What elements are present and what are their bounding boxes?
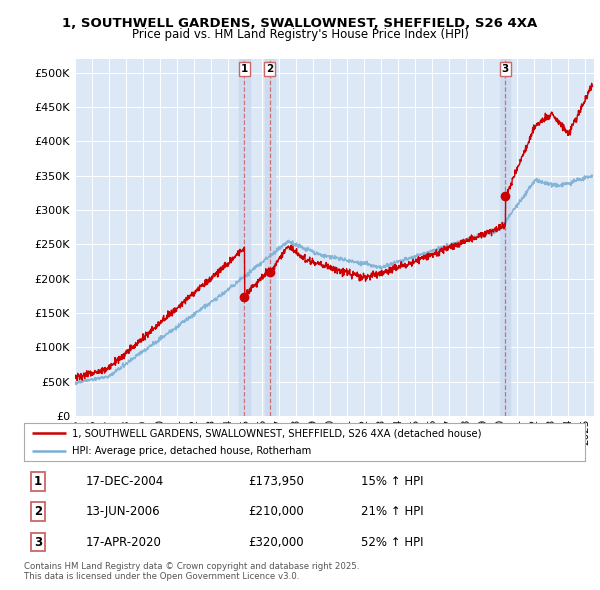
Text: Contains HM Land Registry data © Crown copyright and database right 2025.
This d: Contains HM Land Registry data © Crown c… — [24, 562, 359, 581]
Text: £210,000: £210,000 — [248, 505, 304, 519]
Text: 52% ↑ HPI: 52% ↑ HPI — [361, 536, 423, 549]
Text: 3: 3 — [502, 64, 509, 74]
Text: 1, SOUTHWELL GARDENS, SWALLOWNEST, SHEFFIELD, S26 4XA: 1, SOUTHWELL GARDENS, SWALLOWNEST, SHEFF… — [62, 17, 538, 30]
Text: 3: 3 — [34, 536, 42, 549]
Text: Price paid vs. HM Land Registry's House Price Index (HPI): Price paid vs. HM Land Registry's House … — [131, 28, 469, 41]
Text: 2: 2 — [266, 64, 274, 74]
Bar — [239, 59, 250, 416]
Text: 1, SOUTHWELL GARDENS, SWALLOWNEST, SHEFFIELD, S26 4XA (detached house): 1, SOUTHWELL GARDENS, SWALLOWNEST, SHEFF… — [71, 428, 481, 438]
Text: 21% ↑ HPI: 21% ↑ HPI — [361, 505, 423, 519]
Text: 17-DEC-2004: 17-DEC-2004 — [86, 475, 164, 488]
Bar — [500, 59, 511, 416]
Text: 15% ↑ HPI: 15% ↑ HPI — [361, 475, 423, 488]
Text: 2: 2 — [34, 505, 42, 519]
Text: 1: 1 — [34, 475, 42, 488]
Text: HPI: Average price, detached house, Rotherham: HPI: Average price, detached house, Roth… — [71, 446, 311, 456]
Text: 13-JUN-2006: 13-JUN-2006 — [86, 505, 160, 519]
Text: 1: 1 — [241, 64, 248, 74]
Text: £173,950: £173,950 — [248, 475, 304, 488]
Bar — [265, 59, 275, 416]
Text: 17-APR-2020: 17-APR-2020 — [86, 536, 161, 549]
Text: £320,000: £320,000 — [248, 536, 304, 549]
